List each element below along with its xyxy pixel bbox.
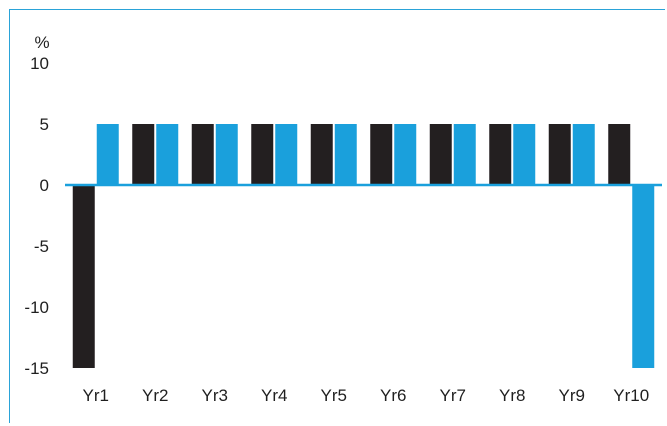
bar-blue-yr4 [275,124,298,185]
bar-dark-yr4 [251,124,274,185]
y-axis-ticks: 10 5 0 -5 -10 -15 [24,54,49,378]
x-tick-label: Yr10 [613,386,649,405]
x-tick-label: Yr9 [559,386,585,405]
bar-blue-yr9 [572,124,595,185]
bar-blue-yr5 [334,124,357,185]
y-tick-label: -10 [24,298,49,317]
y-tick-label: -15 [24,359,49,378]
y-tick-label: 0 [40,176,49,195]
bar-dark-yr6 [370,124,393,185]
bar-blue-yr8 [513,124,536,185]
bar-blue-yr10 [632,185,655,368]
x-axis-ticks: Yr1 Yr2 Yr3 Yr4 Yr5 Yr6 Yr7 Yr8 Yr9 Yr10 [83,386,650,405]
x-tick-label: Yr6 [380,386,406,405]
bar-blue-yr1 [96,124,119,185]
x-tick-label: Yr2 [142,386,168,405]
bar-dark-yr9 [548,124,571,185]
bar-dark-yr7 [429,124,452,185]
x-tick-label: Yr3 [202,386,228,405]
y-tick-label: 5 [40,115,49,134]
bars [72,124,655,368]
x-tick-label: Yr7 [440,386,466,405]
x-tick-label: Yr5 [321,386,347,405]
bar-dark-yr1 [72,185,95,368]
chart-frame [9,9,665,423]
y-tick-label: 10 [30,54,49,73]
bar-dark-yr3 [191,124,214,185]
y-tick-label: -5 [34,237,49,256]
bar-dark-yr2 [132,124,155,185]
x-tick-label: Yr8 [499,386,525,405]
x-tick-label: Yr4 [261,386,287,405]
bar-dark-yr5 [310,124,333,185]
bar-blue-yr2 [156,124,179,185]
y-axis-unit-label: % [34,33,49,52]
x-tick-label: Yr1 [83,386,109,405]
bar-blue-yr6 [394,124,417,185]
bar-dark-yr10 [608,124,631,185]
bar-blue-yr3 [215,124,238,185]
bar-dark-yr8 [489,124,512,185]
bar-blue-yr7 [453,124,476,185]
